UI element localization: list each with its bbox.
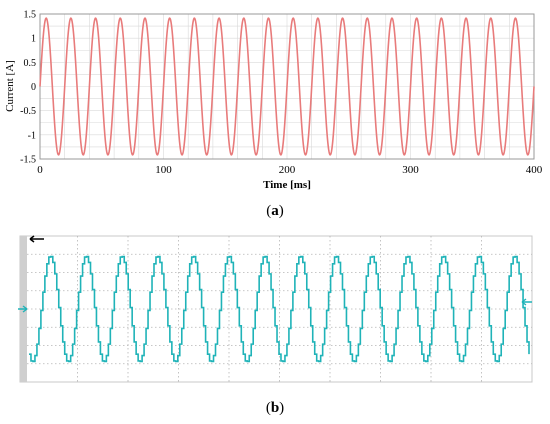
chart-a-xtick-label: 400 bbox=[526, 164, 543, 176]
chart-a-ytick-label: -1 bbox=[28, 130, 36, 141]
chart-a-ylabel: Current [A] bbox=[4, 60, 16, 112]
chart-a-xtick-label: 0 bbox=[37, 164, 43, 176]
chart-a-ytick-label: 0 bbox=[31, 82, 36, 93]
chart-a-ytick-label: -1.5 bbox=[20, 155, 36, 166]
chart-a-series-line bbox=[39, 17, 535, 156]
left-level-marker-icon bbox=[18, 305, 28, 313]
chart-a-ytick-label: 0.5 bbox=[24, 58, 37, 69]
caption-a-letter: a bbox=[271, 203, 279, 219]
right-level-marker-icon bbox=[521, 298, 532, 306]
chart-a-ytick-label: -0.5 bbox=[20, 106, 36, 117]
chart-a-xtick-label: 100 bbox=[155, 164, 172, 176]
chart-a: 1.5 1 0.5 0 -0.5 -1 -1.5 0 100 200 300 400 Time [m… bbox=[4, 10, 543, 192]
chart-a-xlabel: Time [ms] bbox=[263, 179, 311, 191]
chart-a-ytick-label: 1 bbox=[31, 34, 36, 45]
chart-a-xtick-label: 300 bbox=[402, 164, 419, 176]
trigger-marker-icon bbox=[29, 235, 44, 243]
caption-b-letter: b bbox=[270, 400, 280, 416]
chart-a-xtick-label: 200 bbox=[279, 164, 296, 176]
chart-b-series-line bbox=[29, 255, 530, 363]
chart-a-ytick-label: 1.5 bbox=[24, 10, 37, 21]
caption-b: (b) bbox=[265, 400, 285, 416]
chart-a-x-ticks: 0 100 200 300 400 bbox=[37, 164, 543, 176]
caption-a: (a) bbox=[266, 203, 284, 219]
chart-a-y-ticks: 1.5 1 0.5 0 -0.5 -1 -1.5 bbox=[20, 10, 36, 166]
